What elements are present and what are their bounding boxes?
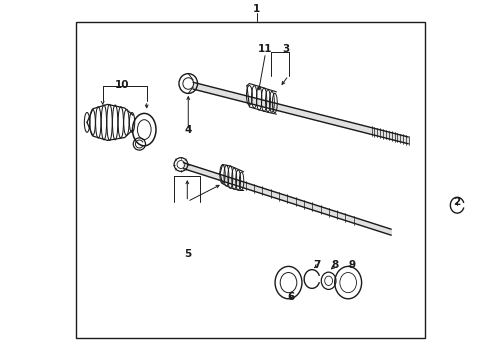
Text: 11: 11: [258, 44, 272, 54]
Polygon shape: [183, 163, 390, 235]
Text: 4: 4: [184, 125, 192, 135]
Text: 2: 2: [453, 197, 460, 207]
Text: 8: 8: [331, 260, 338, 270]
Bar: [76, 22, 425, 338]
Text: 10: 10: [115, 80, 129, 90]
Text: 3: 3: [282, 44, 289, 54]
Text: 9: 9: [348, 260, 355, 270]
Polygon shape: [193, 82, 407, 144]
Text: 5: 5: [184, 249, 191, 259]
Text: 6: 6: [287, 292, 294, 302]
Text: 1: 1: [253, 4, 260, 14]
Text: 7: 7: [312, 260, 320, 270]
